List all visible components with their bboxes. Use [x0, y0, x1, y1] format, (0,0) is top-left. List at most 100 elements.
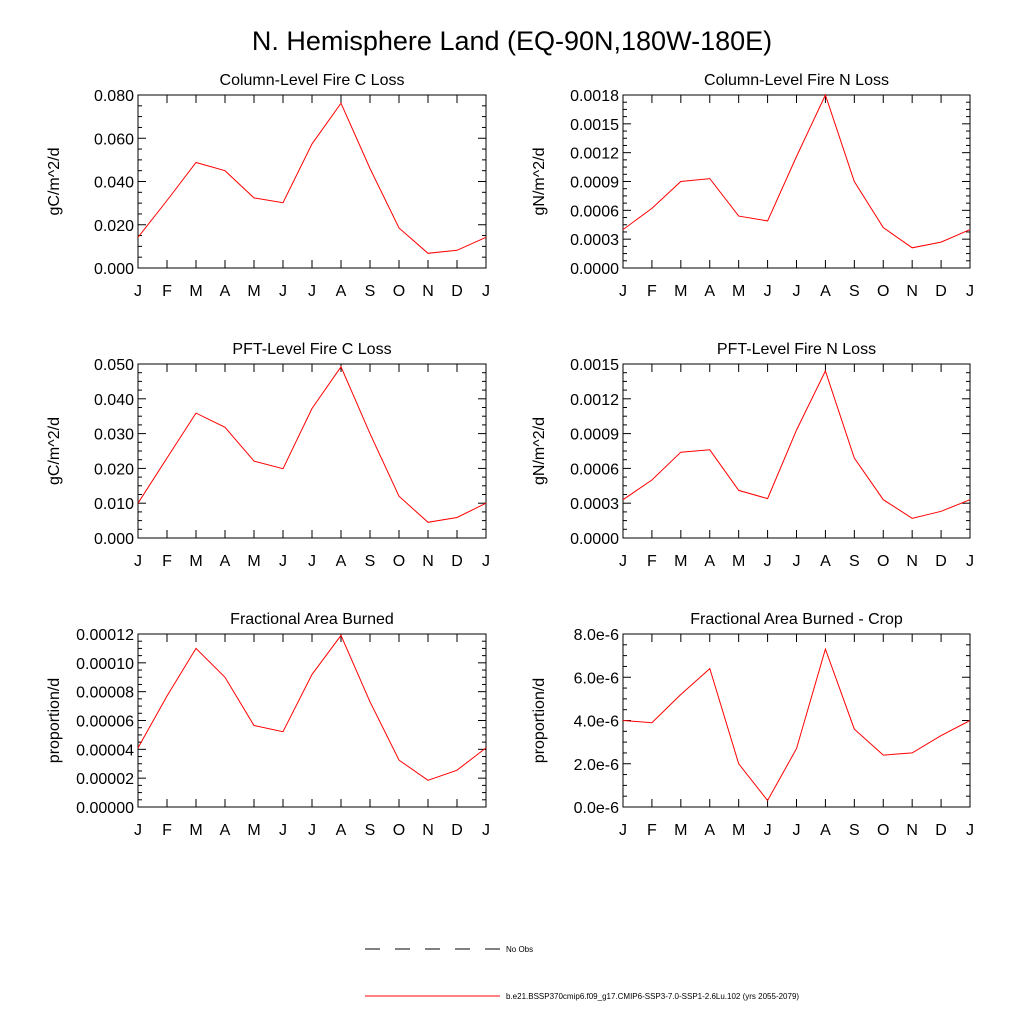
y-tick-label: 0.000	[94, 261, 134, 278]
x-tick-label: J	[482, 283, 490, 300]
x-tick-label: J	[279, 283, 287, 300]
y-tick-label: 0.0018	[570, 88, 619, 105]
x-tick-label: J	[308, 822, 316, 839]
x-tick-label: J	[134, 283, 142, 300]
x-tick-label: F	[647, 822, 657, 839]
x-tick-label: M	[732, 553, 745, 570]
y-tick-label: 0.00008	[76, 685, 134, 702]
x-tick-label: D	[451, 822, 463, 839]
y-axis-label: gC/m^2/d	[46, 148, 63, 216]
x-tick-label: J	[793, 822, 801, 839]
y-tick-label: 0.040	[94, 175, 134, 192]
x-tick-label: A	[820, 553, 831, 570]
panel-title: PFT-Level Fire N Loss	[717, 341, 876, 358]
x-tick-label: J	[966, 283, 974, 300]
x-tick-label: A	[820, 283, 831, 300]
y-tick-label: 0.0003	[570, 496, 619, 513]
y-tick-label: 8.0e-6	[574, 627, 619, 644]
x-tick-label: O	[877, 553, 889, 570]
plot-frame	[622, 94, 971, 269]
x-tick-label: J	[482, 553, 490, 570]
y-tick-label: 2.0e-6	[574, 757, 619, 774]
x-tick-label: A	[336, 283, 347, 300]
x-tick-label: D	[935, 283, 947, 300]
y-tick-label: 0.0006	[570, 203, 619, 220]
x-tick-label: N	[422, 553, 434, 570]
y-tick-label: 0.060	[94, 131, 134, 148]
series-line	[622, 647, 971, 802]
series-line	[137, 102, 487, 254]
x-tick-label: J	[619, 822, 627, 839]
x-tick-label: N	[906, 553, 918, 570]
y-axis-label: gN/m^2/d	[531, 148, 548, 216]
x-tick-label: J	[966, 822, 974, 839]
y-tick-label: 0.0015	[570, 117, 619, 134]
x-tick-label: A	[336, 822, 347, 839]
y-tick-label: 0.0012	[570, 146, 619, 163]
y-axis-label: proportion/d	[46, 678, 63, 763]
x-tick-label: F	[647, 553, 657, 570]
y-tick-label: 0.050	[94, 357, 134, 374]
x-tick-label: S	[849, 553, 860, 570]
y-tick-label: 0.0003	[570, 232, 619, 249]
x-tick-label: O	[877, 822, 889, 839]
x-tick-label: M	[674, 283, 687, 300]
x-tick-label: O	[393, 822, 405, 839]
x-tick-label: A	[704, 822, 715, 839]
y-tick-label: 0.030	[94, 427, 134, 444]
x-tick-label: J	[134, 822, 142, 839]
x-tick-label: J	[793, 283, 801, 300]
x-tick-label: O	[393, 283, 405, 300]
x-tick-label: D	[935, 553, 947, 570]
x-tick-label: D	[935, 822, 947, 839]
x-tick-label: M	[247, 283, 260, 300]
legend-item: No Obs	[365, 945, 533, 954]
y-tick-label: 0.0e-6	[574, 800, 619, 817]
y-tick-label: 0.00012	[76, 627, 134, 644]
x-tick-label: M	[674, 553, 687, 570]
x-tick-label: A	[336, 553, 347, 570]
x-tick-label: M	[674, 822, 687, 839]
plot-frame	[137, 94, 487, 269]
panel-title: Fractional Area Burned	[230, 611, 394, 628]
legend-label: b.e21.BSSP370cmip6.f09_g17.CMIP6-SSP3-7.…	[506, 992, 799, 1001]
x-tick-label: J	[279, 822, 287, 839]
y-tick-label: 6.0e-6	[574, 670, 619, 687]
y-tick-label: 0.040	[94, 392, 134, 409]
x-tick-label: J	[308, 283, 316, 300]
x-tick-label: O	[877, 283, 889, 300]
legend-item: b.e21.BSSP370cmip6.f09_g17.CMIP6-SSP3-7.…	[365, 992, 799, 1001]
series-line	[622, 93, 971, 249]
y-tick-label: 0.080	[94, 88, 134, 105]
y-tick-label: 0.0000	[570, 261, 619, 278]
legend: No Obs b.e21.BSSP370cmip6.f09_g17.CMIP6-S…	[365, 945, 799, 1001]
plot-frame	[137, 363, 487, 539]
y-tick-label: 0.0009	[570, 175, 619, 192]
y-tick-label: 0.0015	[570, 357, 619, 374]
legend-label: No Obs	[506, 945, 533, 954]
plot-frame	[622, 633, 971, 808]
x-tick-label: J	[793, 553, 801, 570]
panel-title: Column-Level Fire C Loss	[220, 72, 405, 89]
x-tick-label: J	[482, 822, 490, 839]
x-tick-label: S	[849, 822, 860, 839]
x-tick-label: N	[422, 822, 434, 839]
x-tick-label: S	[365, 283, 376, 300]
x-tick-label: S	[849, 283, 860, 300]
x-tick-label: S	[365, 822, 376, 839]
x-tick-label: O	[393, 553, 405, 570]
y-tick-label: 0.0006	[570, 461, 619, 478]
x-tick-label: F	[162, 283, 172, 300]
x-tick-label: M	[247, 553, 260, 570]
y-tick-label: 0.020	[94, 461, 134, 478]
y-axis-label: gC/m^2/d	[46, 417, 63, 485]
x-tick-label: M	[732, 283, 745, 300]
x-tick-label: S	[365, 553, 376, 570]
x-tick-label: M	[732, 822, 745, 839]
x-tick-label: J	[966, 553, 974, 570]
x-tick-label: A	[820, 822, 831, 839]
